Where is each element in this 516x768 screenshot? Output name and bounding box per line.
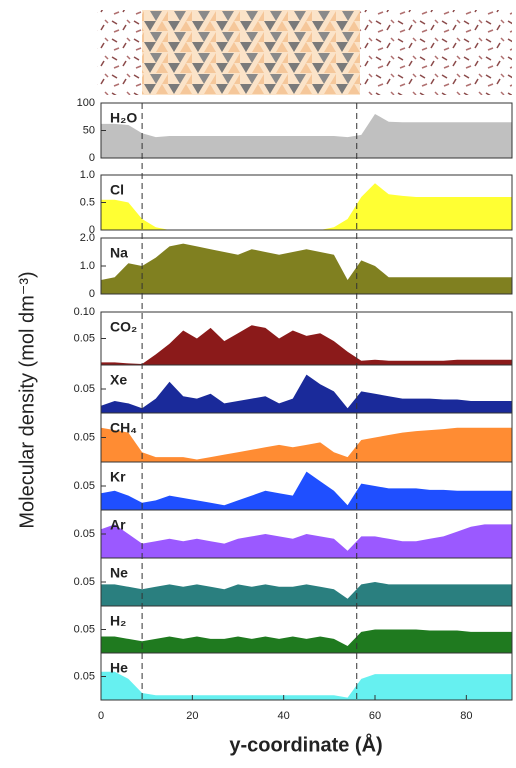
y-tick-label: 0 [89,224,95,236]
panel-label: Cl [110,182,124,198]
x-tick-label: 40 [278,710,290,722]
y-axis-label: Molecular density (mol dm⁻³) [16,271,38,528]
panel-label: Ar [110,517,126,533]
density-area [101,114,512,158]
y-tick-label: 0 [89,152,95,164]
x-axis-label: y-coordinate (Å) [229,732,382,756]
y-tick-label: 0 [89,288,95,300]
density-area [101,629,512,653]
panel-label: Ne [110,565,128,581]
density-area [101,374,512,413]
density-area [101,183,512,230]
density-area [101,471,512,510]
panel-label: CO₂ [110,319,137,335]
panel-label: Na [110,245,128,261]
panel-label: Kr [110,469,126,485]
panel-label: H₂O [110,110,137,126]
y-tick-label: 0.05 [74,431,95,443]
panel-label: Xe [110,372,127,388]
y-tick-label: 1.0 [80,260,95,272]
y-tick-label: 50 [83,124,95,136]
density-area [101,325,512,365]
y-tick-label: 100 [77,97,95,109]
y-tick-label: 0.05 [74,332,95,344]
y-tick-label: 0.05 [74,383,95,395]
density-area [101,524,512,558]
structure-illustration [97,10,512,95]
x-tick-label: 60 [369,710,381,722]
x-tick-label: 80 [460,710,472,722]
y-tick-label: 2.0 [80,232,95,244]
panel-label: He [110,660,128,676]
y-tick-label: 0.05 [74,670,95,682]
y-tick-label: 0.05 [74,576,95,588]
density-area [101,582,512,606]
y-tick-label: 1.0 [80,169,95,181]
panel-label: CH₄ [110,420,137,436]
y-tick-label: 0.10 [74,306,95,318]
y-tick-label: 0.05 [74,480,95,492]
x-tick-label: 20 [186,710,198,722]
density-area [101,671,512,700]
x-tick-label: 0 [98,710,104,722]
density-area [101,427,512,462]
density-area [101,243,512,294]
panel-label: H₂ [110,613,126,629]
y-tick-label: 0.05 [74,623,95,635]
y-tick-label: 0.05 [74,528,95,540]
y-tick-label: 0.5 [80,196,95,208]
